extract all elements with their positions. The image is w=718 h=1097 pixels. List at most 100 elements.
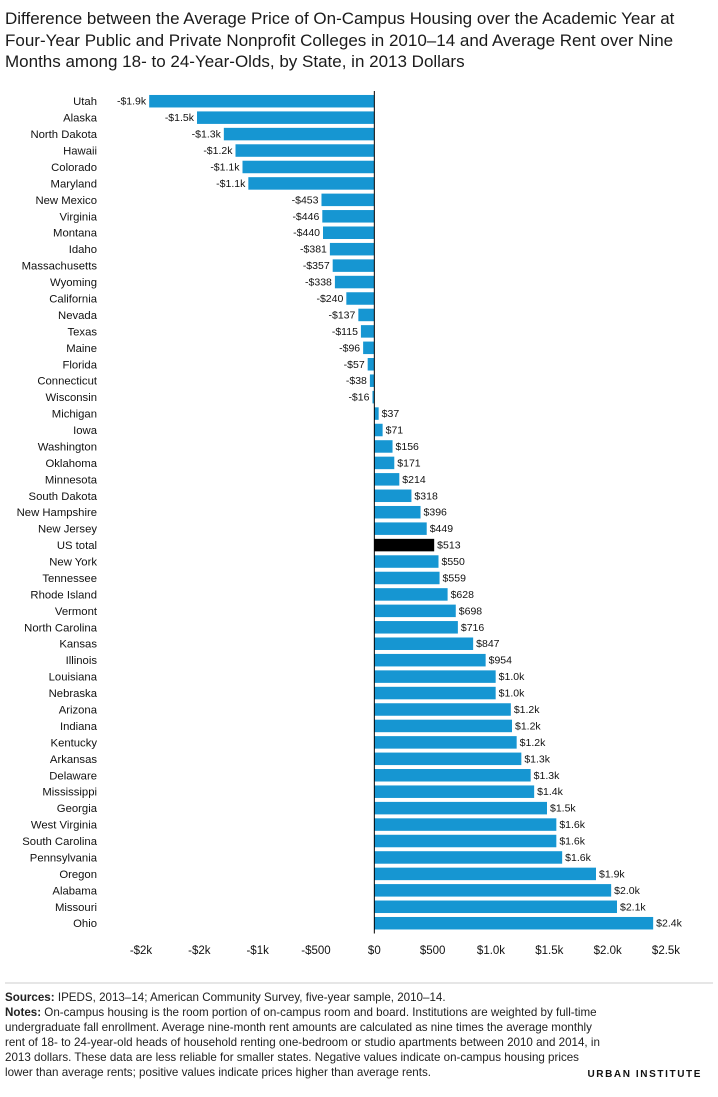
bar [374,719,512,733]
value-label: -$381 [300,244,327,256]
bar [149,94,375,108]
value-labels: -$1.9k -$1.5k -$1.3k -$1.2k -$1.1k -$1.1k -$45… [117,96,683,930]
value-label: $847 [476,638,500,650]
category-label: Michigan [52,409,97,421]
bar [374,900,617,914]
value-label: -$1.1k [216,178,246,190]
value-label: $396 [424,507,448,519]
bar [223,127,375,141]
bar [374,752,522,766]
bar [360,325,375,338]
bar [374,440,393,453]
value-label: $550 [442,556,466,568]
category-label: South Dakota [29,491,98,503]
category-label: Virginia [60,211,98,223]
value-label: $1.3k [524,753,550,765]
value-label: -$453 [292,194,319,206]
bar [363,341,375,355]
category-label: South Carolina [22,836,97,848]
value-label: $1.3k [534,770,560,782]
source-notes: Sources: IPEDS, 2013–14; American Commun… [5,990,605,1080]
x-tick-label: $500 [420,945,446,957]
value-label: -$16 [348,392,369,404]
value-label: $628 [451,589,475,601]
category-label: Kansas [59,639,97,651]
sources-text: IPEDS, 2013–14; American Community Surve… [54,991,446,1004]
bar [323,226,375,239]
category-labels: Utah Alaska North Dakota Hawaii Colorado Mary… [17,96,98,930]
category-label: New Hampshire [17,507,97,519]
chart-title: Difference between the Average Price of … [5,9,675,71]
category-label: Wisconsin [46,392,97,404]
x-axis-tick-labels: -$2k -$2k -$1k -$500 $0 $500 $1.0k $1.5k $2.0k $2… [130,945,680,957]
category-label: Montana [53,228,98,240]
x-tick-label: $1.5k [535,945,563,957]
bar [374,703,511,716]
category-label: North Dakota [30,129,97,141]
bar [374,834,557,848]
value-label: $71 [386,425,404,437]
value-label: -$137 [328,309,355,321]
category-label: Nebraska [49,688,98,700]
category-label: Iowa [73,425,98,437]
value-label: -$1.9k [117,96,147,108]
category-label: Delaware [49,770,97,782]
value-label: $1.6k [559,836,585,848]
category-label: Massachusetts [22,261,98,273]
value-label: -$240 [316,293,343,305]
bar [332,259,375,272]
category-label: Utah [73,96,97,108]
category-label: West Virginia [31,820,98,832]
bar [374,785,535,798]
x-tick-label: $2.5k [652,945,680,957]
category-label: Arkansas [50,754,97,766]
bar [242,160,375,174]
category-label: Mississippi [42,787,97,799]
category-label: Maine [66,343,97,355]
bar [374,423,383,437]
x-tick-label: $2.0k [594,945,622,957]
value-label: -$1.5k [165,112,195,124]
value-label: -$1.2k [203,145,233,157]
bar [374,522,427,535]
category-label: Tennessee [42,573,97,585]
category-label: Colorado [51,162,97,174]
value-label: $954 [489,655,513,667]
bar [322,210,375,223]
x-tick-label: -$2k [130,945,153,957]
value-label: -$115 [332,326,358,338]
bar [374,456,395,470]
bar [374,555,439,568]
value-label: $1.6k [565,852,591,864]
category-label: North Carolina [24,622,98,634]
bar [374,916,654,930]
category-label: New Jersey [38,524,97,536]
value-label: -$38 [346,375,367,387]
bar [374,884,612,897]
category-label: Minnesota [45,474,98,486]
bar [374,686,496,700]
category-label: Wyoming [50,277,97,289]
value-label: -$57 [344,359,365,371]
urban-institute-logo: URBAN INSTITUTE [587,1069,702,1080]
bar [374,670,496,683]
category-label: Connecticut [37,376,98,388]
bar [374,867,596,881]
value-label: $1.0k [499,688,525,700]
bar [374,473,400,486]
value-label: $37 [382,408,400,420]
bar [374,818,557,831]
bar [358,308,375,322]
value-label: $716 [461,622,485,634]
bar [248,177,375,190]
category-label: Louisiana [49,672,98,684]
value-label: $1.2k [514,704,540,716]
bar [321,193,375,207]
bar [374,588,448,601]
category-label: Missouri [55,902,97,914]
value-label: $171 [397,457,421,469]
bar [374,407,379,420]
category-label: Oklahoma [46,458,98,470]
category-label: New York [49,557,97,569]
value-label: $1.0k [499,671,525,683]
